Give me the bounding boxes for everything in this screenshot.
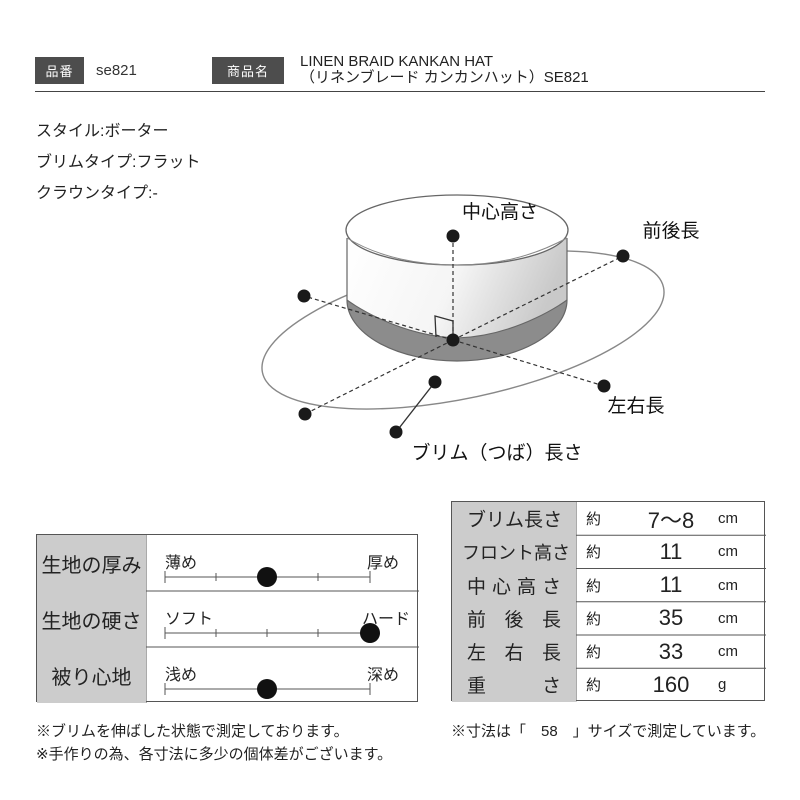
svg-text:左右長: 左右長 (607, 395, 664, 417)
svg-text:中心高さ: 中心高さ (462, 201, 538, 223)
svg-text:前後長: 前後長 (642, 220, 699, 242)
svg-text:ブリム（つば）長さ: ブリム（つば）長さ (411, 441, 582, 464)
